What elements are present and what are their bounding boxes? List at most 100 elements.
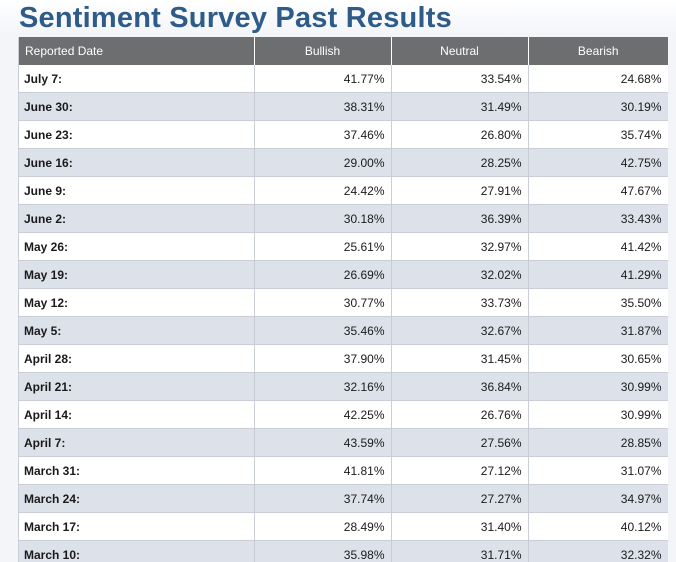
column-header-bullish: Bullish bbox=[254, 37, 392, 65]
table-row: April 7: 43.59% 27.56% 28.85% bbox=[19, 428, 668, 457]
cell-bullish: 30.18% bbox=[254, 204, 392, 233]
cell-bearish: 30.99% bbox=[528, 372, 668, 401]
table-row: June 16: 29.00% 28.25% 42.75% bbox=[19, 148, 668, 177]
column-header-bearish: Bearish bbox=[528, 37, 668, 65]
cell-reported-date: April 21: bbox=[19, 372, 255, 401]
cell-bullish: 37.90% bbox=[254, 344, 392, 373]
table-row: April 28: 37.90% 31.45% 30.65% bbox=[19, 344, 668, 373]
table-row: July 7: 41.77% 33.54% 24.68% bbox=[19, 65, 668, 93]
cell-bearish: 31.07% bbox=[528, 456, 668, 485]
cell-bullish: 38.31% bbox=[254, 92, 392, 121]
cell-neutral: 36.39% bbox=[391, 204, 529, 233]
column-header-neutral: Neutral bbox=[391, 37, 529, 65]
cell-bearish: 41.42% bbox=[528, 232, 668, 261]
cell-bearish: 34.97% bbox=[528, 484, 668, 513]
cell-neutral: 32.67% bbox=[391, 316, 529, 345]
table-row: June 23: 37.46% 26.80% 35.74% bbox=[19, 120, 668, 149]
table-row: March 24: 37.74% 27.27% 34.97% bbox=[19, 484, 668, 513]
cell-bullish: 26.69% bbox=[254, 260, 392, 289]
cell-bearish: 28.85% bbox=[528, 428, 668, 457]
cell-neutral: 31.71% bbox=[391, 540, 529, 562]
cell-neutral: 27.12% bbox=[391, 456, 529, 485]
column-header-reported-date: Reported Date bbox=[19, 37, 255, 65]
cell-reported-date: March 10: bbox=[19, 540, 255, 562]
cell-bearish: 47.67% bbox=[528, 176, 668, 205]
cell-bullish: 35.46% bbox=[254, 316, 392, 345]
cell-bearish: 33.43% bbox=[528, 204, 668, 233]
table-row: March 31: 41.81% 27.12% 31.07% bbox=[19, 456, 668, 485]
cell-bullish: 37.46% bbox=[254, 120, 392, 149]
cell-bearish: 30.99% bbox=[528, 400, 668, 429]
cell-neutral: 32.02% bbox=[391, 260, 529, 289]
page-title: Sentiment Survey Past Results bbox=[19, 2, 452, 34]
table-row: April 14: 42.25% 26.76% 30.99% bbox=[19, 400, 668, 429]
cell-neutral: 28.25% bbox=[391, 148, 529, 177]
cell-bullish: 43.59% bbox=[254, 428, 392, 457]
cell-reported-date: April 14: bbox=[19, 400, 255, 429]
table-row: March 10: 35.98% 31.71% 32.32% bbox=[19, 540, 668, 562]
cell-neutral: 27.56% bbox=[391, 428, 529, 457]
results-table: Reported Date Bullish Neutral Bearish Ju… bbox=[19, 37, 668, 562]
cell-neutral: 26.76% bbox=[391, 400, 529, 429]
results-table-container[interactable]: Reported Date Bullish Neutral Bearish Ju… bbox=[18, 37, 668, 562]
cell-neutral: 27.91% bbox=[391, 176, 529, 205]
table-row: May 19: 26.69% 32.02% 41.29% bbox=[19, 260, 668, 289]
cell-bullish: 41.77% bbox=[254, 65, 392, 93]
table-body: July 7: 41.77% 33.54% 24.68% June 30: 38.31% 3… bbox=[19, 65, 668, 562]
cell-neutral: 31.40% bbox=[391, 512, 529, 541]
cell-reported-date: March 17: bbox=[19, 512, 255, 541]
cell-bearish: 24.68% bbox=[528, 65, 668, 93]
cell-bullish: 32.16% bbox=[254, 372, 392, 401]
cell-bullish: 41.81% bbox=[254, 456, 392, 485]
cell-bullish: 37.74% bbox=[254, 484, 392, 513]
cell-bearish: 31.87% bbox=[528, 316, 668, 345]
table-row: May 26: 25.61% 32.97% 41.42% bbox=[19, 232, 668, 261]
table-row: May 5: 35.46% 32.67% 31.87% bbox=[19, 316, 668, 345]
cell-neutral: 33.54% bbox=[391, 65, 529, 93]
table-row: May 12: 30.77% 33.73% 35.50% bbox=[19, 288, 668, 317]
cell-reported-date: April 7: bbox=[19, 428, 255, 457]
cell-neutral: 27.27% bbox=[391, 484, 529, 513]
cell-bullish: 29.00% bbox=[254, 148, 392, 177]
table-row: March 17: 28.49% 31.40% 40.12% bbox=[19, 512, 668, 541]
table-row: June 30: 38.31% 31.49% 30.19% bbox=[19, 92, 668, 121]
cell-reported-date: March 31: bbox=[19, 456, 255, 485]
cell-reported-date: July 7: bbox=[19, 65, 255, 93]
cell-bullish: 25.61% bbox=[254, 232, 392, 261]
cell-bearish: 35.50% bbox=[528, 288, 668, 317]
cell-bullish: 35.98% bbox=[254, 540, 392, 562]
table-row: June 2: 30.18% 36.39% 33.43% bbox=[19, 204, 668, 233]
cell-bearish: 35.74% bbox=[528, 120, 668, 149]
table-header: Reported Date Bullish Neutral Bearish bbox=[19, 37, 668, 65]
cell-reported-date: March 24: bbox=[19, 484, 255, 513]
cell-reported-date: May 26: bbox=[19, 232, 255, 261]
cell-bearish: 40.12% bbox=[528, 512, 668, 541]
table-row: April 21: 32.16% 36.84% 30.99% bbox=[19, 372, 668, 401]
cell-bearish: 32.32% bbox=[528, 540, 668, 562]
table-header-row: Reported Date Bullish Neutral Bearish bbox=[19, 37, 668, 65]
cell-bullish: 28.49% bbox=[254, 512, 392, 541]
cell-bearish: 42.75% bbox=[528, 148, 668, 177]
cell-bearish: 30.19% bbox=[528, 92, 668, 121]
cell-neutral: 31.45% bbox=[391, 344, 529, 373]
cell-reported-date: June 30: bbox=[19, 92, 255, 121]
cell-reported-date: June 23: bbox=[19, 120, 255, 149]
cell-reported-date: May 19: bbox=[19, 260, 255, 289]
cell-reported-date: June 9: bbox=[19, 176, 255, 205]
cell-neutral: 26.80% bbox=[391, 120, 529, 149]
cell-neutral: 36.84% bbox=[391, 372, 529, 401]
cell-bearish: 41.29% bbox=[528, 260, 668, 289]
cell-neutral: 32.97% bbox=[391, 232, 529, 261]
cell-bullish: 30.77% bbox=[254, 288, 392, 317]
cell-neutral: 31.49% bbox=[391, 92, 529, 121]
cell-bullish: 42.25% bbox=[254, 400, 392, 429]
cell-reported-date: June 16: bbox=[19, 148, 255, 177]
cell-reported-date: April 28: bbox=[19, 344, 255, 373]
cell-reported-date: May 12: bbox=[19, 288, 255, 317]
table-row: June 9: 24.42% 27.91% 47.67% bbox=[19, 176, 668, 205]
cell-bearish: 30.65% bbox=[528, 344, 668, 373]
cell-reported-date: June 2: bbox=[19, 204, 255, 233]
cell-neutral: 33.73% bbox=[391, 288, 529, 317]
cell-bullish: 24.42% bbox=[254, 176, 392, 205]
